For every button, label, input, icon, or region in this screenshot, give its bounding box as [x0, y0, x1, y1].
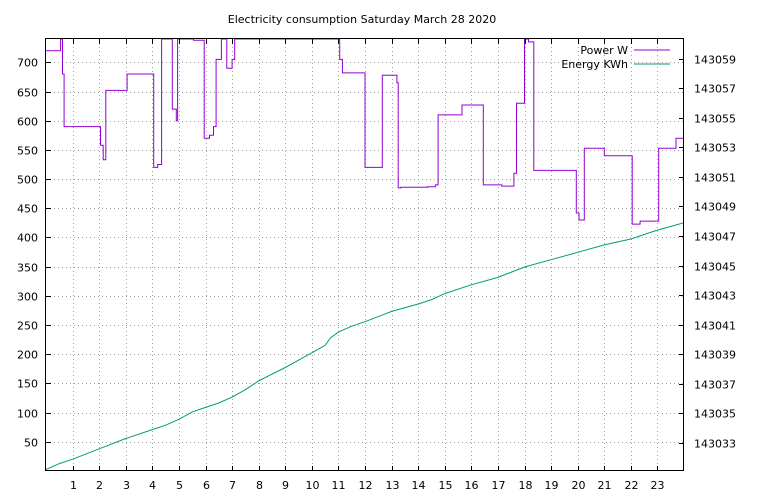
y-tick-label: 450	[17, 203, 38, 216]
y-tick-label: 400	[17, 232, 38, 245]
y2-tick-label: 143047	[694, 231, 736, 244]
x-tick-label: 19	[545, 479, 559, 492]
x-tick-label: 10	[306, 479, 320, 492]
x-tick-label: 14	[412, 479, 426, 492]
y2-tick-label: 143049	[694, 201, 736, 214]
x-tick-label: 8	[256, 479, 263, 492]
x-tick-label: 7	[229, 479, 236, 492]
y2-tick-label: 143055	[694, 113, 736, 126]
x-tick-label: 6	[203, 479, 210, 492]
x-tick-label: 9	[282, 479, 289, 492]
x-tick-label: 1	[70, 479, 77, 492]
y2-tick-label: 143035	[694, 408, 736, 421]
chart-title: Electricity consumption Saturday March 2…	[228, 13, 496, 26]
x-tick-label: 3	[123, 479, 130, 492]
y-tick-label: 350	[17, 262, 38, 275]
series-layer	[46, 39, 684, 470]
x-tick-label: 20	[572, 479, 586, 492]
y-tick-label: 500	[17, 174, 38, 187]
y2-tick-label: 143043	[694, 290, 736, 303]
y-tick-label: 550	[17, 145, 38, 158]
x-tick-label: 4	[149, 479, 156, 492]
y-tick-label: 200	[17, 349, 38, 362]
y-tick-label: 650	[17, 87, 38, 100]
plot-frame	[45, 38, 684, 471]
y-tick-label: 100	[17, 408, 38, 421]
axes-layer: 1 2 3 4 5 6 7 8 9 10 11 12 13 14 15 16 17 18 19 20 21 22 23501…	[17, 39, 736, 492]
y2-tick-label: 143057	[694, 83, 736, 96]
legend-label-power: Power W	[580, 44, 628, 57]
x-tick-label: 18	[519, 479, 533, 492]
x-tick-label: 22	[625, 479, 639, 492]
x-tick-label: 21	[598, 479, 612, 492]
y2-tick-label: 143037	[694, 379, 736, 392]
x-tick-label: 13	[386, 479, 400, 492]
x-tick-label: 5	[176, 479, 183, 492]
power-series-line	[46, 39, 684, 225]
y2-tick-label: 143059	[694, 54, 736, 67]
y-tick-label: 250	[17, 320, 38, 333]
y-tick-label: 300	[17, 291, 38, 304]
x-tick-label: 16	[465, 479, 479, 492]
x-tick-label: 11	[332, 479, 346, 492]
legend-label-energy: Energy KWh	[561, 58, 628, 71]
x-tick-label: 2	[96, 479, 103, 492]
y2-tick-label: 143045	[694, 261, 736, 274]
y2-tick-label: 143051	[694, 172, 736, 185]
y2-tick-label: 143053	[694, 142, 736, 155]
x-tick-label: 17	[492, 479, 506, 492]
y-tick-label: 700	[17, 57, 38, 70]
x-tick-label: 12	[359, 479, 373, 492]
x-tick-label: 23	[651, 479, 665, 492]
y2-tick-label: 143039	[694, 349, 736, 362]
y-tick-label: 600	[17, 116, 38, 129]
energy-series-line	[46, 222, 684, 470]
y2-tick-label: 143033	[694, 438, 736, 451]
y-tick-label: 50	[24, 437, 38, 450]
legend: Power W Energy KWh	[561, 44, 670, 71]
y-tick-label: 150	[17, 378, 38, 391]
y2-tick-label: 143041	[694, 320, 736, 333]
x-tick-label: 15	[439, 479, 453, 492]
